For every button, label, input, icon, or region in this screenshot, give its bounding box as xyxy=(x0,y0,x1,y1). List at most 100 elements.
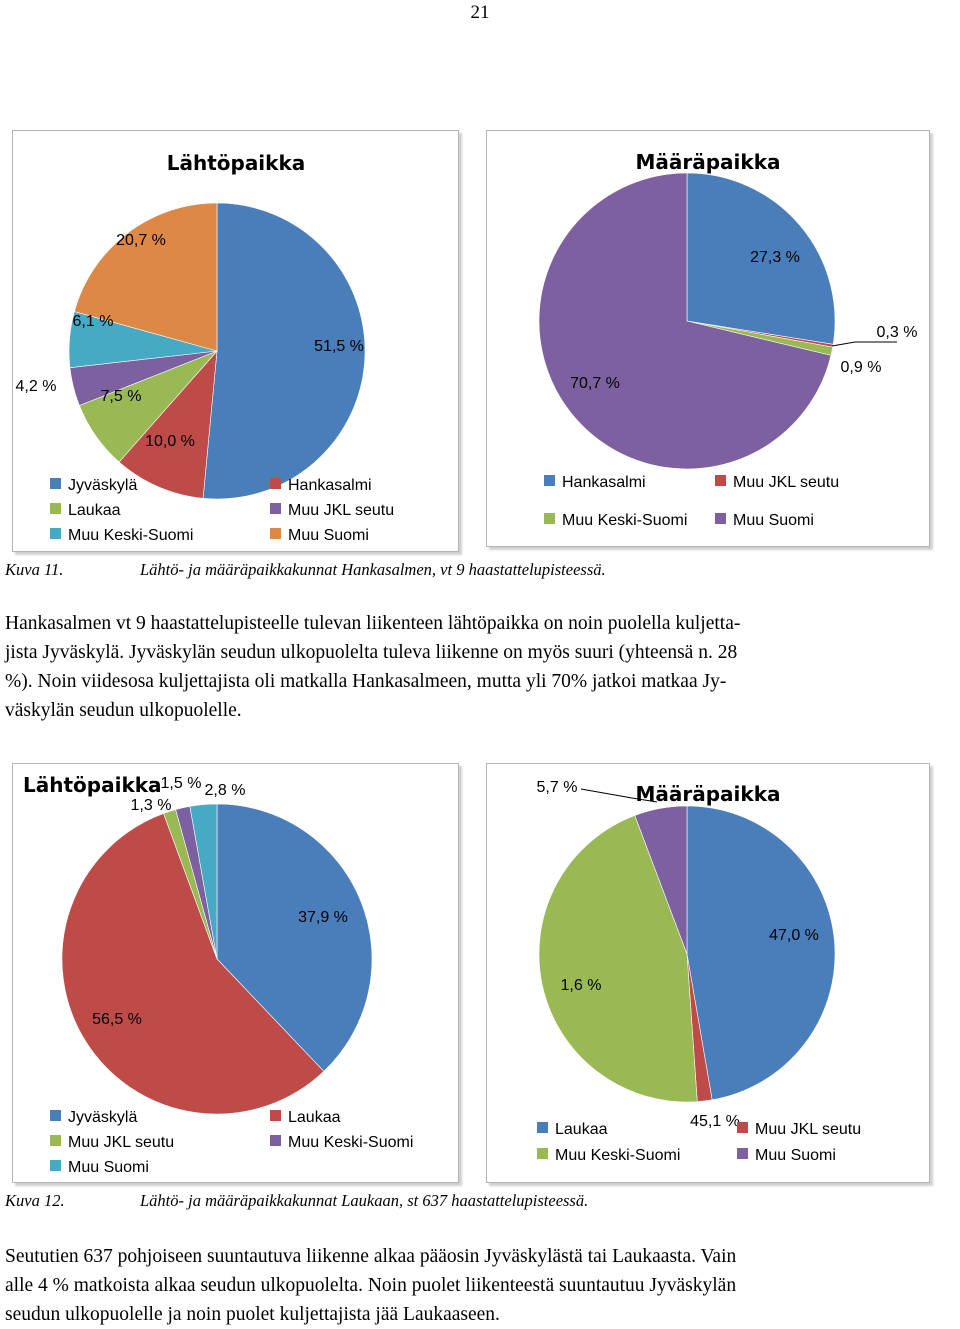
legend-swatch xyxy=(544,513,555,524)
legend-swatch xyxy=(737,1122,748,1133)
figure-caption-11: Kuva 11. Lähtö- ja määräpaikkakunnat Han… xyxy=(5,560,606,580)
legend-label: Muu Suomi xyxy=(755,1147,836,1164)
slice-data-label: 1,6 % xyxy=(561,977,602,994)
chart-origin-hankasalmi: Lähtöpaikka 51,5 % 10,0 % 7,5 % 4,2 % 6,1 % 2… xyxy=(12,130,459,552)
figure-number: Kuva 11. xyxy=(5,560,64,579)
legend-label: Muu Keski-Suomi xyxy=(288,1134,414,1151)
legend-item: Hankasalmi xyxy=(270,477,372,495)
legend-swatch xyxy=(537,1148,548,1159)
slice-data-label: 37,9 % xyxy=(298,909,348,926)
slice-data-label: 56,5 % xyxy=(92,1011,142,1028)
legend-label: Laukaa xyxy=(68,502,121,519)
slice-data-label: 45,1 % xyxy=(690,1113,740,1130)
figure-text: Lähtö- ja määräpaikkakunnat Hankasalmen,… xyxy=(140,560,606,579)
legend-item: Muu JKL seutu xyxy=(270,502,394,520)
leader-line xyxy=(831,341,897,347)
paragraph-line: väskylän seudun ulkopuolelle. xyxy=(5,700,242,721)
legend-item: Muu Keski-Suomi xyxy=(50,527,193,545)
legend-swatch xyxy=(50,478,61,489)
chart-destination-laukaa: Määräpaikka 47,0 % 1,6 % 45,1 % 5,7 % Lauka… xyxy=(486,763,930,1183)
legend-swatch xyxy=(50,528,61,539)
legend-label: Muu JKL seutu xyxy=(733,474,840,491)
legend-item: Muu Suomi xyxy=(715,512,814,530)
paragraph-2: Seututien 637 pohjoiseen suuntautuva lii… xyxy=(5,1242,960,1329)
legend-item: Muu Suomi xyxy=(737,1147,836,1165)
pie-slice-muu-suomi xyxy=(189,803,218,960)
legend-swatch xyxy=(270,1110,281,1121)
legend-swatch xyxy=(537,1122,548,1133)
pie-slice-jyv-skyl- xyxy=(216,803,373,1072)
legend-swatch xyxy=(50,1110,61,1121)
legend-item: Muu Keski-Suomi xyxy=(544,512,687,530)
legend-label: Muu Suomi xyxy=(68,1159,149,1176)
slice-data-label: 7,5 % xyxy=(101,388,142,405)
legend-label: Muu Keski-Suomi xyxy=(562,512,688,529)
legend-item: Jyväskylä xyxy=(50,1109,137,1127)
pie-destination-hankasalmi: Määräpaikka 27,3 % 0,3 % 0,9 % 70,7 % xyxy=(538,150,918,470)
legend-swatch xyxy=(544,475,555,486)
slice-data-label: 70,7 % xyxy=(570,375,620,392)
pie-slice-laukaa xyxy=(61,813,325,1115)
legend-label: Muu JKL seutu xyxy=(68,1134,175,1151)
legend-swatch xyxy=(715,513,726,524)
slice-data-label: 0,3 % xyxy=(877,324,918,341)
legend-label: Laukaa xyxy=(555,1121,608,1138)
legend-item: Muu Keski-Suomi xyxy=(537,1147,680,1165)
slice-data-label: 0,9 % xyxy=(841,359,882,376)
legend-label: Muu Keski-Suomi xyxy=(68,527,194,544)
slice-data-label: 2,8 % xyxy=(205,782,246,799)
slice-data-label: 51,5 % xyxy=(314,338,364,355)
legend-item: Muu Keski-Suomi xyxy=(270,1134,413,1152)
legend-item: Laukaa xyxy=(270,1109,341,1127)
legend-item: Laukaa xyxy=(50,502,121,520)
pie-slice-muu-suomi xyxy=(74,202,218,352)
paragraph-line: alle 4 % matkoista alkaa seudun ulkopuol… xyxy=(5,1275,737,1296)
legend-label: Hankasalmi xyxy=(562,474,646,491)
page-number: 21 xyxy=(470,2,490,23)
legend-item: Muu JKL seutu xyxy=(715,474,839,492)
legend-swatch xyxy=(737,1148,748,1159)
slice-data-label: 1,5 % xyxy=(161,775,202,792)
legend-swatch xyxy=(270,503,281,514)
paragraph-line: jista Jyväskylä. Jyväskylän seudun ulkop… xyxy=(5,642,738,663)
paragraph-line: Seututien 637 pohjoiseen suuntautuva lii… xyxy=(5,1246,737,1267)
chart-title: Määräpaikka xyxy=(635,782,780,806)
legend-swatch xyxy=(270,528,281,539)
pie-slice-muu-keski-suomi xyxy=(538,815,698,1103)
paragraph-line: Hankasalmen vt 9 haastattelupisteelle tu… xyxy=(5,613,741,634)
pie-slice-muu-suomi xyxy=(538,172,832,470)
slice-data-label: 5,7 % xyxy=(537,779,578,796)
legend-swatch xyxy=(50,1135,61,1146)
legend-item: Hankasalmi xyxy=(544,474,646,492)
pie-slice-laukaa xyxy=(686,805,836,1101)
slice-data-label: 1,3 % xyxy=(131,797,172,814)
pie-slice-hankasalmi xyxy=(118,350,218,499)
slice-data-label: 10,0 % xyxy=(145,433,195,450)
chart-title: Määräpaikka xyxy=(635,150,780,174)
legend-label: Muu JKL seutu xyxy=(288,502,395,519)
legend-swatch xyxy=(270,1135,281,1146)
legend-label: Muu Suomi xyxy=(733,512,814,529)
legend-label: Muu Suomi xyxy=(288,527,369,544)
pie-slice-muu-suomi xyxy=(634,805,688,955)
slice-data-label: 47,0 % xyxy=(769,927,819,944)
pie-slice-hankasalmi xyxy=(686,172,836,345)
slice-data-label: 27,3 % xyxy=(750,249,800,266)
chart-title: Lähtöpaikka xyxy=(167,151,306,175)
legend-item: Laukaa xyxy=(537,1121,608,1139)
paragraph-line: seudun ulkopuolelle ja noin puolet kulje… xyxy=(5,1304,500,1325)
chart-origin-laukaa: Lähtöpaikka 37,9 % 56,5 % 1,3 % 1,5 % 2,8 % … xyxy=(12,763,459,1183)
slice-data-label: 4,2 % xyxy=(16,378,57,395)
legend-item: Muu Suomi xyxy=(270,527,369,545)
legend-label: Muu Keski-Suomi xyxy=(555,1147,681,1164)
legend-swatch xyxy=(50,1160,61,1171)
slice-data-label: 20,7 % xyxy=(116,232,166,249)
pie-slice-jyv-skyl- xyxy=(202,202,366,500)
paragraph-line: %). Noin viidesosa kuljettajista oli mat… xyxy=(5,671,727,692)
legend-label: Jyväskylä xyxy=(68,477,138,494)
figure-text: Lähtö- ja määräpaikkakunnat Laukaan, st … xyxy=(140,1191,589,1210)
legend-item: Muu JKL seutu xyxy=(737,1121,861,1139)
legend-label: Jyväskylä xyxy=(68,1109,138,1126)
legend-label: Laukaa xyxy=(288,1109,341,1126)
pie-destination-laukaa: Määräpaikka 47,0 % 1,6 % 45,1 % 5,7 % xyxy=(537,779,836,1130)
